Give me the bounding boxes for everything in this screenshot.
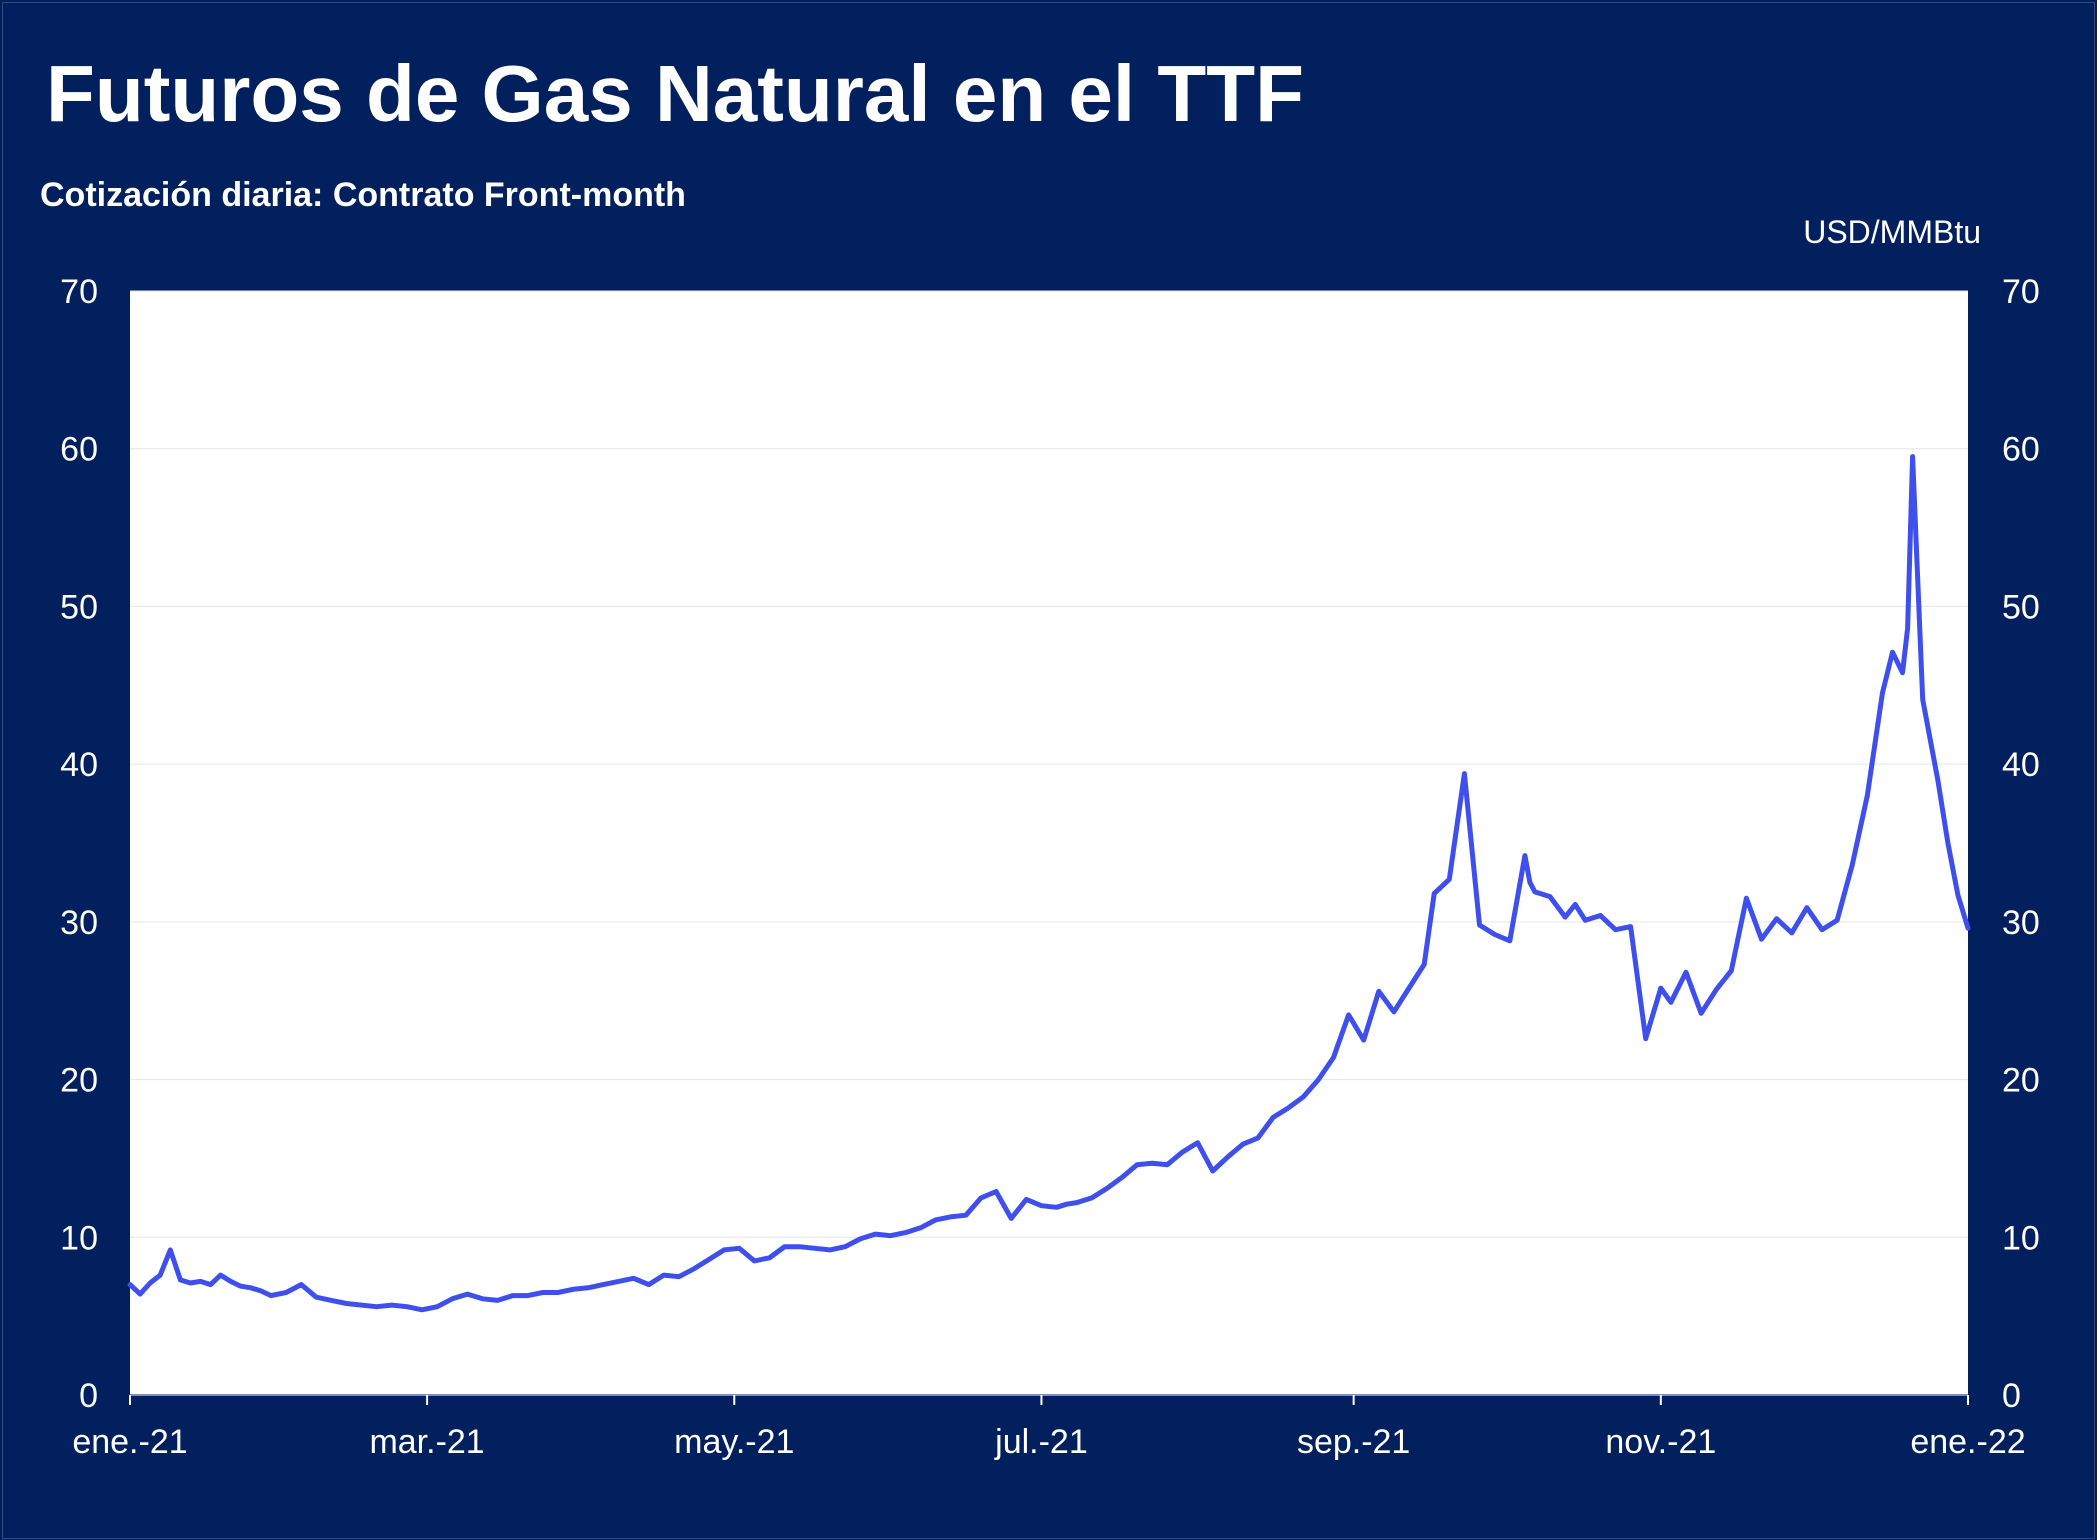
- plot-area: [130, 291, 1968, 1395]
- y-tick-label-left: 30: [60, 904, 98, 942]
- chart-title: Futuros de Gas Natural en el TTF: [46, 49, 1304, 138]
- y-tick-label-left: 0: [79, 1377, 98, 1415]
- x-tick-label: may.-21: [674, 1423, 794, 1461]
- series-group: [127, 454, 1971, 1313]
- y-tick-label-left: 60: [60, 431, 98, 469]
- series-line: [127, 454, 1971, 1313]
- x-tick-label: nov.-21: [1605, 1423, 1716, 1461]
- axes: 0 0 10 10 20 20 30 30 40 40 50 50 60 60 70 70 ene.-21 mar…: [60, 273, 2040, 1461]
- x-tick-label: sep.-21: [1297, 1423, 1410, 1461]
- unit-label: USD/MMBtu: [1803, 214, 1981, 250]
- y-tick-label-left: 70: [60, 273, 98, 311]
- x-tick-label: ene.-21: [72, 1423, 187, 1461]
- y-tick-label-right: 60: [2002, 431, 2040, 469]
- y-tick-label-left: 20: [60, 1062, 98, 1100]
- x-tick-label: ene.-22: [1910, 1423, 2025, 1461]
- x-tick-label: jul.-21: [994, 1423, 1088, 1461]
- y-tick-label-right: 40: [2002, 746, 2040, 784]
- y-tick-label-right: 0: [2002, 1377, 2021, 1415]
- y-tick-label-right: 50: [2002, 588, 2040, 626]
- y-tick-label-right: 70: [2002, 273, 2040, 311]
- y-tick-label-right: 30: [2002, 904, 2040, 942]
- gridlines: [130, 290, 1968, 1238]
- y-tick-label-left: 50: [60, 588, 98, 626]
- y-tick-label-right: 10: [2002, 1219, 2040, 1257]
- y-tick-label-left: 40: [60, 746, 98, 784]
- x-tick-label: mar.-21: [369, 1423, 484, 1461]
- chart-subtitle: Cotización diaria: Contrato Front-month: [40, 176, 686, 214]
- y-tick-label-right: 20: [2002, 1062, 2040, 1100]
- y-tick-label-left: 10: [60, 1219, 98, 1257]
